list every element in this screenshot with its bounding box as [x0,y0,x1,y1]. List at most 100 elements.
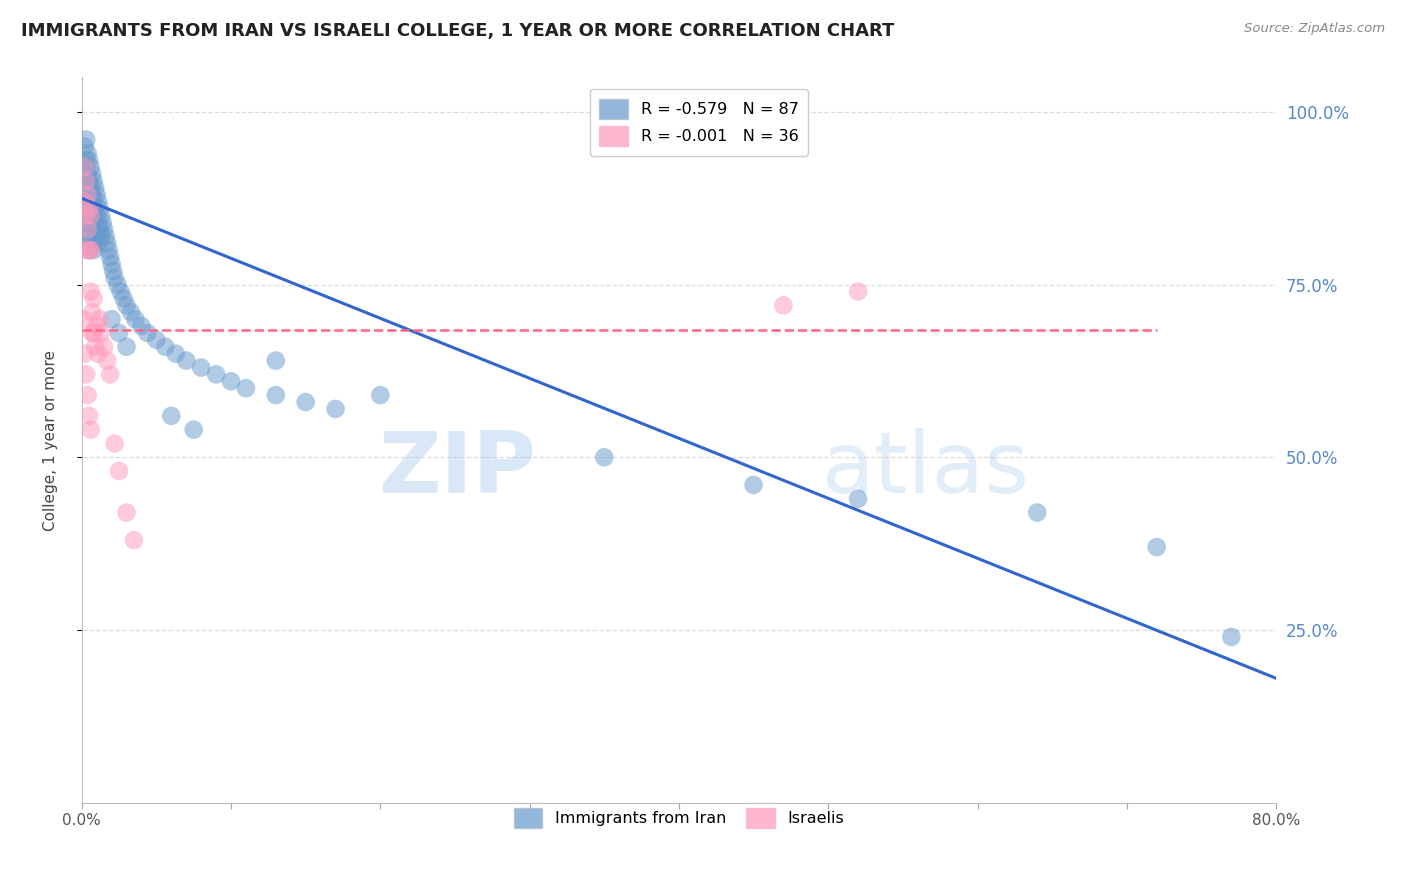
Point [86,229,108,244]
Point [87,236,110,251]
Point [174,353,197,368]
Point [83,243,105,257]
Point [93,222,115,236]
Point [235,381,257,395]
Point [80,160,103,174]
Point [101,264,124,278]
Point [77,153,100,168]
Text: Source: ZipAtlas.com: Source: ZipAtlas.com [1244,22,1385,36]
Point [76,187,98,202]
Point [93,340,115,354]
Point [82,305,104,319]
Point [80,229,103,244]
Point [96,353,118,368]
Point [75,368,97,382]
Point [77,215,100,229]
Point [75,243,97,257]
Point [80,243,103,257]
Point [89,222,111,236]
Point [264,388,287,402]
Point [76,146,98,161]
Point [145,333,167,347]
Point [75,153,97,168]
Legend: Immigrants from Iran, Israelis: Immigrants from Iran, Israelis [508,801,851,835]
Point [77,202,100,216]
Point [264,353,287,368]
Point [82,209,104,223]
Point [219,374,242,388]
Point [80,209,103,223]
Point [98,250,121,264]
Point [742,478,765,492]
Point [107,277,129,292]
Text: atlas: atlas [823,427,1031,510]
Point [90,209,112,223]
Point [84,222,107,236]
Point [115,340,138,354]
Point [136,326,159,340]
Point [94,229,117,244]
Point [205,368,228,382]
Point [80,423,103,437]
Point [103,436,125,450]
Point [73,215,96,229]
Point [80,202,103,216]
Point [83,194,105,209]
Point [98,368,121,382]
Point [103,270,125,285]
Point [77,409,100,423]
Point [325,401,347,416]
Point [72,202,94,216]
Point [75,174,97,188]
Point [82,326,104,340]
Point [72,167,94,181]
Point [73,347,96,361]
Point [160,409,183,423]
Point [87,347,110,361]
Point [89,312,111,326]
Y-axis label: College, 1 year or more: College, 1 year or more [44,350,58,531]
Point [115,506,138,520]
Point [108,326,131,340]
Point [76,222,98,236]
Point [89,202,111,216]
Point [86,187,108,202]
Point [83,174,105,188]
Point [75,222,97,236]
Point [846,491,869,506]
Point [100,312,122,326]
Point [1026,506,1049,520]
Point [86,209,108,223]
Text: IMMIGRANTS FROM IRAN VS ISRAELI COLLEGE, 1 YEAR OR MORE CORRELATION CHART: IMMIGRANTS FROM IRAN VS ISRAELI COLLEGE,… [21,22,894,40]
Point [593,450,616,465]
Point [84,340,107,354]
Point [90,229,112,244]
Point [76,167,98,181]
Point [73,160,96,174]
Point [77,243,100,257]
Point [75,194,97,209]
Point [124,312,146,326]
Point [73,139,96,153]
Point [87,194,110,209]
Point [76,187,98,202]
Point [772,298,794,312]
Point [1220,630,1243,644]
Point [75,174,97,188]
Point [112,292,135,306]
Point [1146,540,1168,554]
Point [120,305,142,319]
Point [84,181,107,195]
Point [155,340,177,354]
Point [73,194,96,209]
Point [97,243,120,257]
Point [76,388,98,402]
Point [183,423,205,437]
Point [75,132,97,146]
Point [84,202,107,216]
Point [76,209,98,223]
Point [115,298,138,312]
Point [77,194,100,209]
Point [96,236,118,251]
Point [82,187,104,202]
